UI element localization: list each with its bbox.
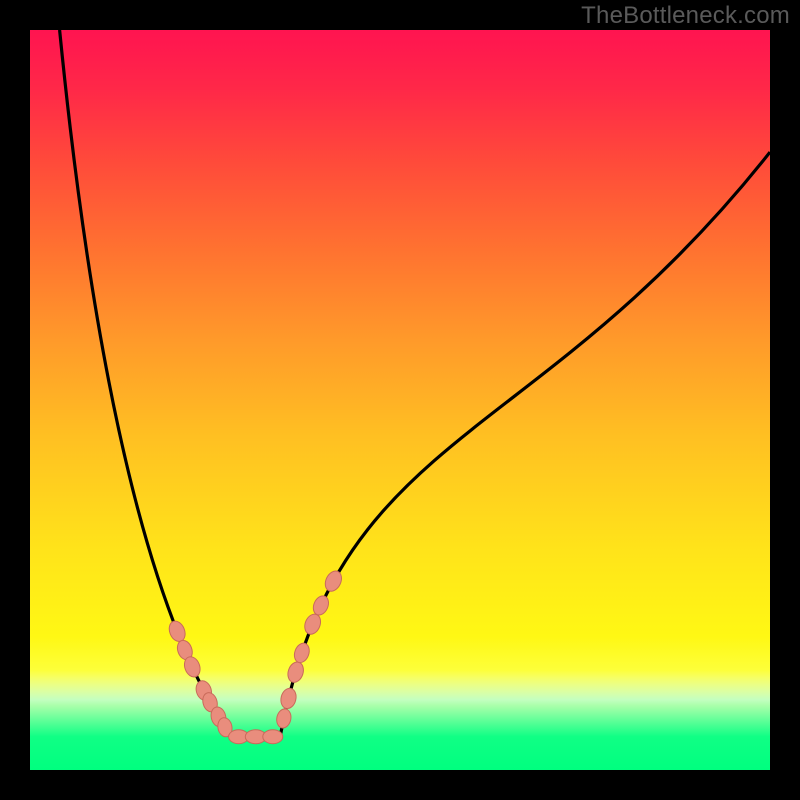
watermark-text: TheBottleneck.com xyxy=(581,2,790,30)
chart-container: TheBottleneck.com xyxy=(0,0,800,800)
plot-svg xyxy=(0,0,800,800)
gradient-background xyxy=(30,30,770,770)
data-marker xyxy=(263,730,283,744)
